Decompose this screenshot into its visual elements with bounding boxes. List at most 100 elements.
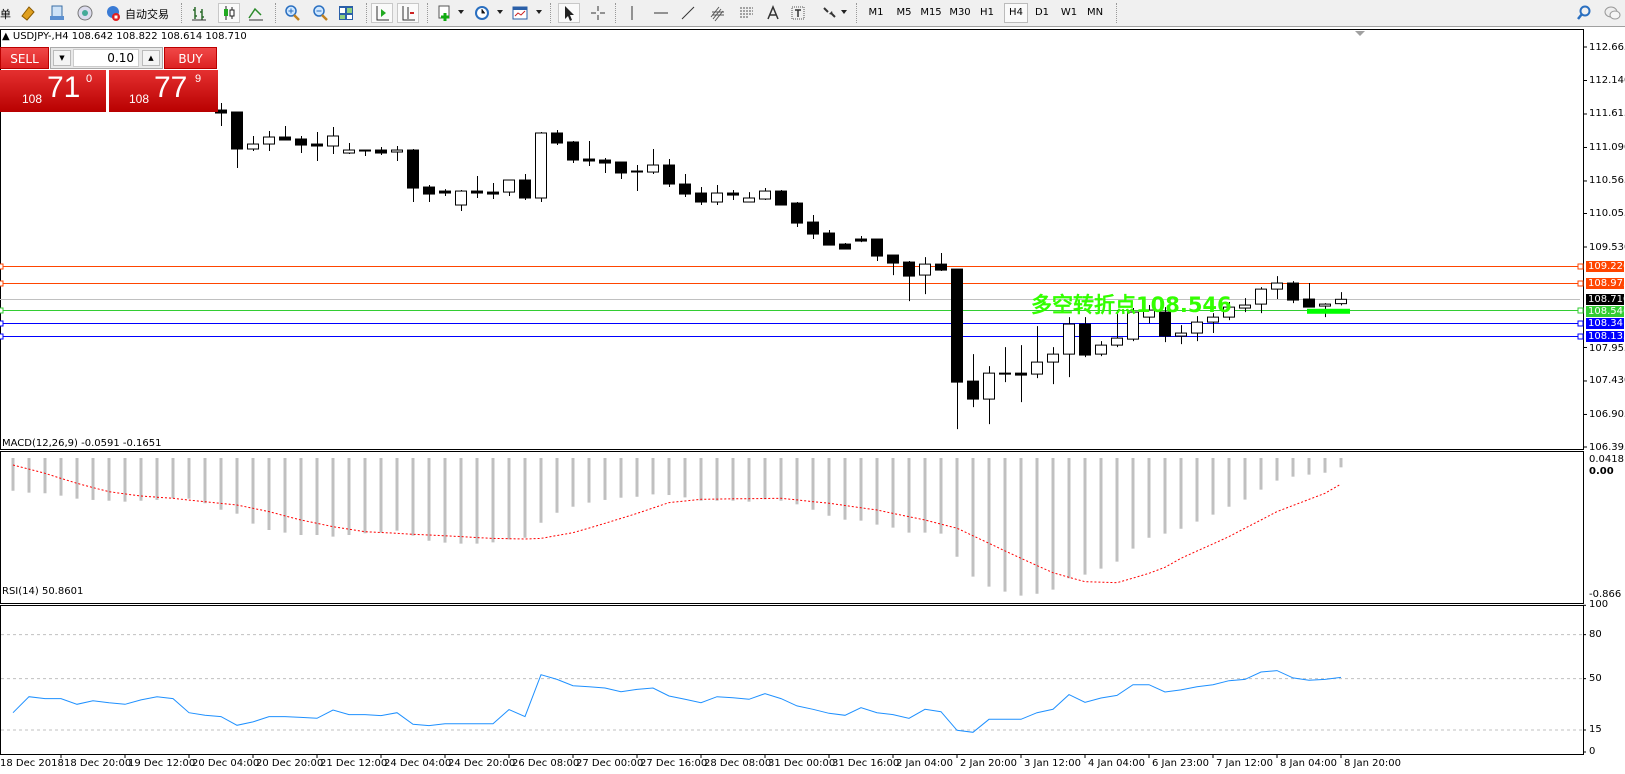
timeframe-w1[interactable]: W1 xyxy=(1060,7,1078,18)
templates-icon xyxy=(512,6,528,20)
bearish-candle xyxy=(231,111,243,150)
indicators-button[interactable] xyxy=(434,3,456,23)
zoom-out-icon xyxy=(313,5,328,21)
time-label: 21 Dec 12:00 xyxy=(320,758,388,769)
horizontal-line-button[interactable] xyxy=(650,3,672,23)
timeframe-h1[interactable]: H1 xyxy=(980,7,994,18)
timeframe-h4[interactable]: H4 xyxy=(1004,3,1028,23)
bullish-candle xyxy=(1335,298,1347,305)
price-tick-label: 107.955 xyxy=(1589,343,1625,354)
line-chart-button[interactable] xyxy=(245,3,267,23)
vertical-line-button[interactable] xyxy=(621,3,643,23)
zoom-out-button[interactable] xyxy=(309,3,331,23)
bearish-candle xyxy=(807,221,819,235)
timeframe-mn[interactable]: MN xyxy=(1086,7,1104,18)
bearish-candle xyxy=(599,159,611,164)
lot-decrease-button[interactable]: ▼ xyxy=(53,50,71,66)
timeframe-m5[interactable]: M5 xyxy=(896,7,912,18)
macd-signal-line xyxy=(12,464,1342,584)
time-label: 31 Dec 00:00 xyxy=(768,758,836,769)
one-click-trading-panel: SELL ▼ ▲ BUY 108 71 0 108 77 9 xyxy=(0,47,218,112)
zoom-in-button[interactable] xyxy=(281,3,303,23)
cursor-button[interactable] xyxy=(558,3,580,23)
rsi-tick-label: 15 xyxy=(1589,723,1602,735)
sell-button[interactable]: SELL xyxy=(0,47,49,69)
lot-increase-button[interactable]: ▲ xyxy=(142,50,160,66)
collapse-triangle-icon[interactable]: ▲ xyxy=(2,31,13,42)
crosshair-button[interactable] xyxy=(587,3,609,23)
price-tick-label: 106.905 xyxy=(1589,408,1625,420)
price-tick-label: 112.665 xyxy=(1589,41,1625,53)
fibo-button[interactable] xyxy=(736,3,758,23)
bullish-candle xyxy=(1111,337,1123,346)
macd-tick-label: 0.00 xyxy=(1589,465,1614,477)
time-label: 7 Jan 12:00 xyxy=(1216,758,1273,769)
timeframe-m15[interactable]: M15 xyxy=(920,7,942,18)
chat-button[interactable] xyxy=(1601,3,1623,23)
bearish-candle xyxy=(791,202,803,224)
fibo-fan-button[interactable] xyxy=(707,3,729,23)
auto-scroll-button[interactable] xyxy=(371,3,393,23)
tile-windows-button[interactable] xyxy=(335,3,357,23)
time-label: 8 Jan 04:00 xyxy=(1280,758,1337,769)
candlestick-icon xyxy=(224,6,235,20)
templates-dropdown[interactable] xyxy=(536,10,542,14)
auto-trading-label[interactable]: 自动交易 xyxy=(125,8,169,21)
bullish-candle xyxy=(711,192,723,203)
bar-chart-button[interactable] xyxy=(188,3,210,23)
sell-price-button[interactable]: 108 71 0 xyxy=(0,70,106,112)
timeframe-m1[interactable]: M1 xyxy=(868,7,884,18)
macd-tick-label: -0.866 xyxy=(1589,589,1622,600)
buy-price-button[interactable]: 108 77 9 xyxy=(109,70,218,112)
signals-button[interactable] xyxy=(74,3,96,23)
bearish-candle xyxy=(1303,298,1315,308)
arrows-button[interactable] xyxy=(818,3,840,23)
bearish-candle xyxy=(967,380,979,400)
periods-dropdown[interactable] xyxy=(497,10,503,14)
templates-button[interactable] xyxy=(509,3,531,23)
bullish-candle xyxy=(263,136,275,145)
bearish-candle xyxy=(487,191,499,195)
chart-panel-0 xyxy=(0,29,1584,450)
search-icon xyxy=(1577,5,1591,20)
line-anchor-right xyxy=(1577,333,1584,340)
price-line-label: 108.546 xyxy=(1586,306,1625,317)
candlestick-button[interactable] xyxy=(218,3,240,23)
indicators-dropdown[interactable] xyxy=(458,10,464,14)
time-label: 18 Dec 20:00 xyxy=(64,758,132,769)
bullish-candle xyxy=(759,190,771,200)
periods-button[interactable] xyxy=(471,3,493,23)
line-anchor-right xyxy=(1577,280,1584,287)
bullish-candle xyxy=(1031,361,1043,375)
time-label: 24 Dec 20:00 xyxy=(448,758,516,769)
chart-shift-icon xyxy=(402,6,415,21)
timeframe-d1[interactable]: D1 xyxy=(1034,7,1050,18)
time-label: 27 Dec 00:00 xyxy=(576,758,644,769)
search-button[interactable] xyxy=(1573,3,1595,23)
bullish-candle xyxy=(983,372,995,400)
signals-icon xyxy=(77,5,93,21)
bearish-candle xyxy=(1159,311,1171,337)
buy-button[interactable]: BUY xyxy=(164,47,217,69)
timeframe-m30[interactable]: M30 xyxy=(949,7,971,18)
text-label-button[interactable] xyxy=(787,3,809,23)
market-watch-button[interactable] xyxy=(17,3,39,23)
toolbar-separator xyxy=(181,3,183,23)
time-label: 28 Dec 08:00 xyxy=(704,758,772,769)
text-button[interactable] xyxy=(762,3,784,23)
bullish-candle xyxy=(1047,353,1059,363)
chart-shift-button[interactable] xyxy=(397,3,419,23)
line-anchor-left xyxy=(0,307,4,314)
trendline-button[interactable] xyxy=(677,3,699,23)
bar-chart-icon xyxy=(192,7,206,21)
lot-size-input[interactable] xyxy=(73,49,139,67)
tile-windows-icon xyxy=(339,6,353,20)
line-anchor-left xyxy=(0,263,4,270)
arrows-dropdown[interactable] xyxy=(841,10,847,14)
line-chart-icon xyxy=(248,7,263,21)
auto-trading-button[interactable] xyxy=(102,3,124,23)
chart-panel-2 xyxy=(0,605,1584,755)
price-tick-label: 109.530 xyxy=(1589,241,1625,253)
navigator-button[interactable] xyxy=(46,3,68,23)
